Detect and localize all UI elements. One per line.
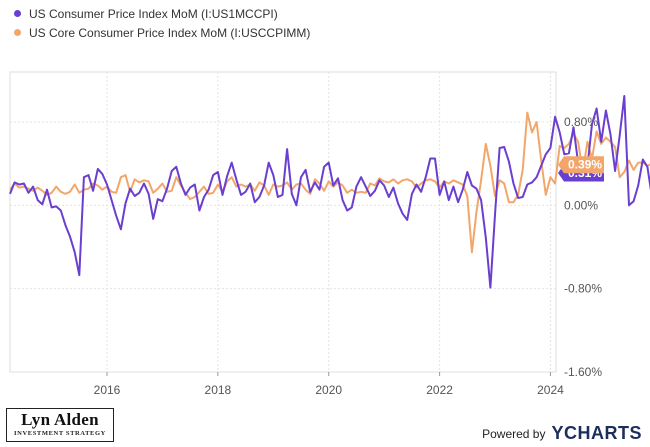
chart-legend: US Consumer Price Index MoM (I:US1MCCPI)… bbox=[14, 4, 310, 42]
legend-label-cpi: US Consumer Price Index MoM (I:US1MCCPI) bbox=[29, 6, 278, 21]
y-tick-label: 0.80% bbox=[564, 115, 598, 129]
legend-marker-cpi bbox=[14, 10, 21, 17]
y-tick-label: -1.60% bbox=[564, 365, 602, 379]
logo-name: Lyn Alden bbox=[21, 410, 99, 429]
y-tick-label: 0.00% bbox=[564, 198, 598, 212]
x-tick-label: 2016 bbox=[94, 383, 121, 397]
logo-subtitle: INVESTMENT STRATEGY bbox=[14, 430, 106, 437]
x-tick-label: 2022 bbox=[426, 383, 453, 397]
x-tick-label: 2020 bbox=[315, 383, 342, 397]
powered-by-ycharts[interactable]: Powered by YCHARTS bbox=[482, 423, 642, 444]
last-value-badge-core-cpi bbox=[558, 156, 604, 174]
lyn-alden-logo: Lyn Alden INVESTMENT STRATEGY bbox=[6, 408, 114, 442]
last-value-label-core-cpi: 0.39% bbox=[568, 158, 602, 172]
series-line-cpi bbox=[9, 95, 650, 289]
plot-area-frame bbox=[9, 71, 557, 373]
legend-label-core-cpi: US Core Consumer Price Index MoM (I:USCC… bbox=[29, 25, 311, 40]
legend-item-cpi[interactable]: US Consumer Price Index MoM (I:US1MCCPI) bbox=[14, 4, 310, 23]
y-tick-label: -0.80% bbox=[564, 282, 602, 296]
legend-item-core-cpi[interactable]: US Core Consumer Price Index MoM (I:USCC… bbox=[14, 23, 310, 42]
x-tick-label: 2018 bbox=[205, 383, 232, 397]
powered-by-label: Powered by bbox=[482, 426, 546, 441]
x-tick-label: 2024 bbox=[537, 383, 564, 397]
legend-marker-core-cpi bbox=[14, 29, 21, 36]
ycharts-logo: YCHARTS bbox=[551, 423, 642, 443]
